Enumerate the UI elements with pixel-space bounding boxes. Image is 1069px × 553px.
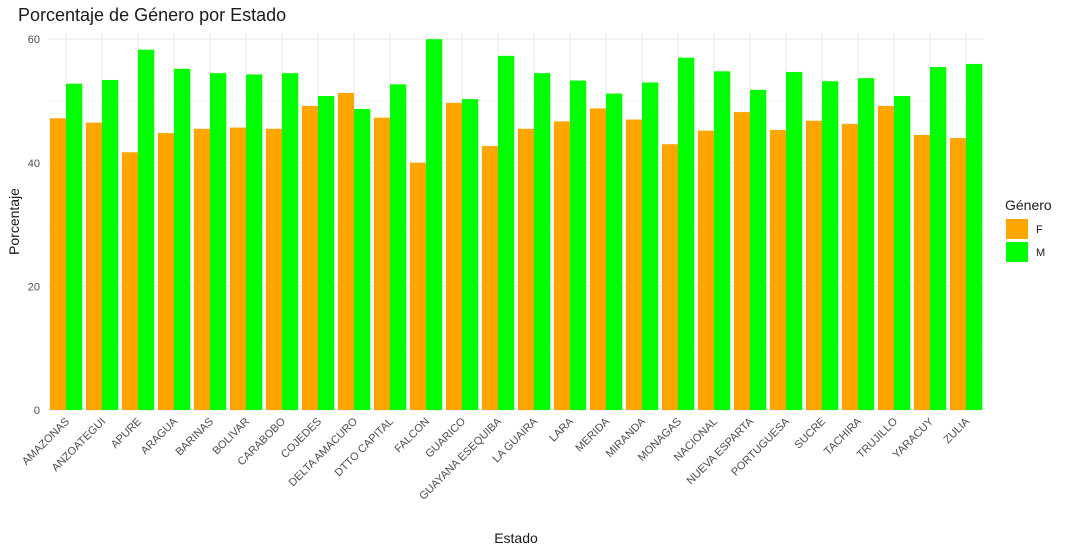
bar-m [786, 71, 803, 410]
bar-f [877, 105, 894, 411]
bar-m [570, 80, 587, 410]
bar-m [858, 78, 875, 410]
bar-f [265, 128, 282, 410]
bar-m [138, 49, 155, 410]
bar-m [678, 57, 695, 410]
bar-m [534, 73, 551, 411]
bar-f [121, 152, 138, 410]
bar-f [589, 108, 606, 411]
legend-label-m: M [1036, 247, 1045, 259]
bar-m [246, 74, 263, 410]
bar-m [174, 68, 191, 411]
bar-m [714, 71, 731, 411]
bar-f [805, 120, 822, 411]
bar-f [841, 123, 858, 410]
y-axis-title: Porcentaje [6, 188, 22, 255]
bar-m [822, 81, 839, 411]
x-tick-label: BARINAS [173, 416, 216, 459]
bar-m [462, 99, 479, 410]
bar-m [498, 55, 515, 410]
bar-f [409, 162, 426, 410]
y-tick-label: 60 [28, 34, 40, 46]
x-tick-label: NUEVA ESPARTA [685, 415, 757, 487]
x-axis-title: Estado [494, 530, 538, 546]
bar-m [606, 93, 623, 411]
bar-f [445, 102, 462, 410]
bar-f [373, 117, 390, 410]
bar-f [553, 121, 570, 410]
bar-f [661, 144, 678, 410]
x-tick-label: LARA [547, 415, 576, 444]
x-tick-label: ZULIA [942, 415, 973, 446]
bar-f [301, 105, 318, 411]
bar-f [229, 127, 246, 410]
bar-f [733, 112, 750, 410]
bar-m [966, 63, 983, 410]
bar-m [102, 79, 119, 410]
legend-title: Género [1005, 197, 1052, 213]
bar-m [390, 84, 407, 410]
y-tick-label: 0 [34, 405, 40, 417]
chart-title: Porcentaje de Género por Estado [18, 5, 287, 25]
bar-m [354, 109, 371, 410]
bar-f [949, 138, 966, 411]
x-tick-label: SUCRE [792, 416, 828, 452]
x-tick-label: APURE [109, 416, 144, 451]
bar-f [481, 146, 498, 410]
bar-f [337, 92, 354, 410]
bar-f [625, 119, 642, 410]
y-tick-label: 20 [28, 281, 40, 293]
bar-m [642, 82, 659, 410]
bar-f [769, 130, 786, 411]
bar-f [517, 128, 534, 410]
bar-f [193, 128, 210, 410]
bar-f [85, 122, 102, 411]
legend-swatch-f [1006, 219, 1028, 239]
legend-swatch-m [1006, 242, 1028, 262]
bar-f [49, 118, 66, 411]
y-tick-label: 40 [28, 158, 40, 170]
x-tick-label: DELTA AMACURO [287, 415, 361, 489]
bar-f [697, 130, 714, 411]
bar-m [894, 96, 911, 411]
bar-m [750, 89, 767, 411]
bar-m [426, 39, 443, 410]
bar-m [282, 73, 299, 411]
bar-m [210, 73, 227, 411]
bar-m [66, 83, 83, 411]
bar-f [913, 134, 930, 410]
legend-label-f: F [1036, 224, 1043, 236]
bar-f [157, 133, 174, 410]
bar-m [318, 96, 335, 411]
bar-m [930, 66, 947, 410]
